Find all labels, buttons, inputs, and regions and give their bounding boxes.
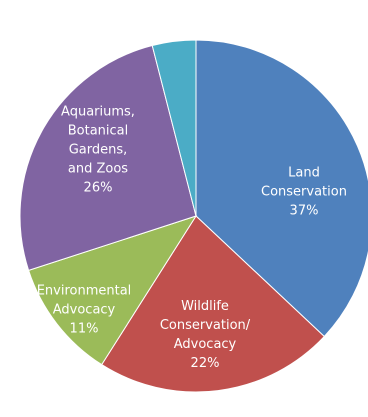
pie-label-other: Other 4% [152,5,190,39]
pie-slices [19,39,368,393]
pie-label-environmental-advocacy: Environmental Advocacy 11% [37,284,132,337]
pie-category-label-line: Botanical [68,124,129,139]
pie-category-label-line: Aquariums, [61,105,135,120]
pie-value-label: 4% [160,24,181,39]
pie-category-label-line: Advocacy [53,303,116,318]
pie-slice-wildlife-conservation-advocacy [100,215,326,393]
pie-category-label-line: Gardens, [69,143,128,158]
pie-slice-other [151,39,197,217]
pie-category-label-line: Conservation/ [160,318,251,333]
pie-category-label-line: Advocacy [174,337,237,352]
pie-category-label-line: Conservation [261,185,347,200]
pie-value-label: 26% [84,181,113,196]
pie-labels: Land Conservation 37% Wildlife Conservation/… [37,5,347,371]
pie-slice-land-conservation [195,39,368,338]
pie-slice-aquariums-botanical-gardens-and-zoos [19,44,197,272]
pie-category-label-line: Land [288,166,320,181]
pie-category-label-line: Other [152,5,190,20]
pie-label-aquariums-botanical-gardens-and-zoos: Aquariums, Botanical Gardens, and Zoos 26% [61,105,135,196]
pie-label-wildlife-conservation-advocacy: Wildlife Conservation/Advocacy 22% [160,299,251,371]
pie-slice-environmental-advocacy [27,215,198,366]
pie-category-label-line: Wildlife [181,299,229,314]
pie-label-land-conservation: Land Conservation 37% [261,166,347,219]
pie-category-label-line: Environmental [37,284,132,299]
pie-value-label: 22% [191,356,220,371]
pie-category-label-line: and Zoos [68,162,128,177]
pie-value-label: 11% [70,322,99,337]
pie-value-label: 37% [290,204,319,219]
